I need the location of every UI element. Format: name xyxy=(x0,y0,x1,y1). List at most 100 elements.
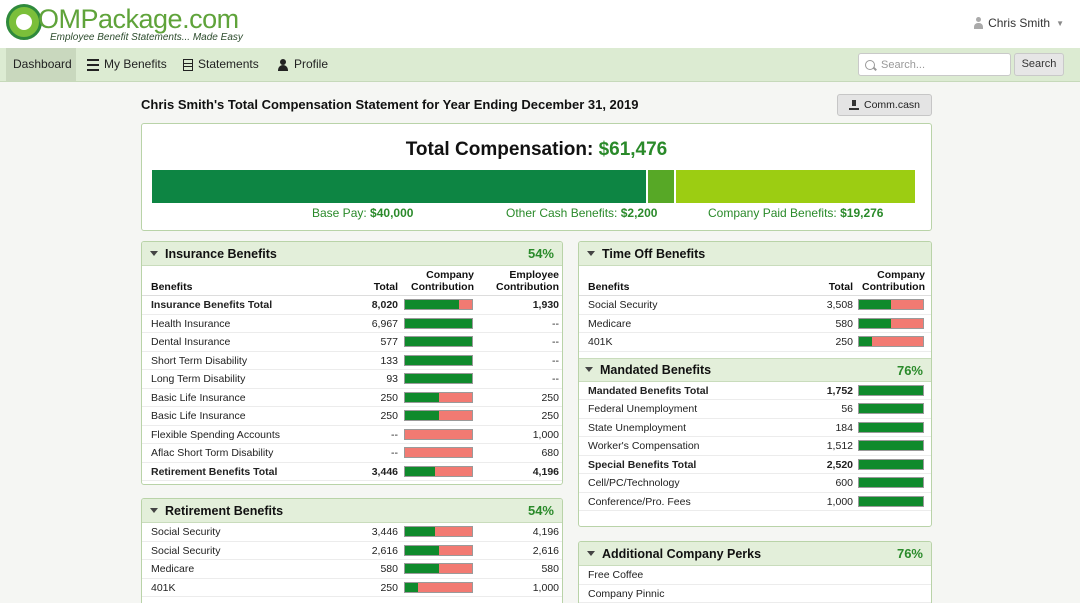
company-share-fill xyxy=(405,582,419,592)
company-share-fill xyxy=(405,527,436,536)
table-row[interactable]: Cell/PC/Technology 600 xyxy=(579,474,931,493)
nav-statements[interactable]: Statements xyxy=(176,48,266,81)
employee-contribution: 1,000 xyxy=(532,581,559,594)
caret-down-icon: ▼ xyxy=(1056,18,1064,28)
time-off-rows: Social Security 3,508 Medicare 580 401K 250 xyxy=(579,296,931,352)
table-row[interactable]: Medicare 580 580 xyxy=(142,560,562,579)
benefit-total: 250 xyxy=(835,336,853,348)
employee-share-fill xyxy=(435,527,472,536)
user-icon xyxy=(973,17,984,29)
benefit-name: Social Security xyxy=(151,526,221,538)
employee-share-fill xyxy=(891,300,923,309)
employee-share-fill xyxy=(438,411,472,420)
legend-base-pay: Base Pay: $40,000 xyxy=(312,206,413,220)
employee-share-fill xyxy=(438,545,472,555)
col-total: Total xyxy=(373,281,398,293)
company-perks-header[interactable]: Additional Company Perks 76% xyxy=(579,542,931,566)
table-row[interactable]: Conference/Pro. Fees 1,000 xyxy=(579,493,931,511)
benefit-total: 250 xyxy=(380,581,398,594)
download-button[interactable]: Comm.casn xyxy=(837,94,932,116)
company-share-fill xyxy=(405,564,439,573)
table-row[interactable]: Aflac Short Torm Disability -- 680 xyxy=(142,444,562,463)
user-menu[interactable]: Chris Smith ▼ xyxy=(973,16,1064,30)
table-row[interactable]: Health Insurance 6,967 -- xyxy=(142,315,562,333)
collapse-triangle-icon xyxy=(150,251,158,256)
employee-contribution: 250 xyxy=(541,391,559,404)
legend-base-pay-value: $40,000 xyxy=(370,206,414,220)
insurance-benefits-header[interactable]: Insurance Benefits 54% xyxy=(142,242,562,266)
contribution-bar xyxy=(858,421,924,433)
table-row[interactable]: Worker's Compensation 1,512 xyxy=(579,437,931,456)
col-company-line2: Contribution xyxy=(411,281,474,293)
employee-contribution: 2,616 xyxy=(532,544,559,557)
search-button[interactable]: Search xyxy=(1014,53,1064,76)
time-off-benefits-panel: Time Off Benefits Benefits Total Company… xyxy=(578,241,932,527)
total-compensation-heading: Total Compensation: $61,476 xyxy=(142,139,931,161)
benefit-name: Social Security xyxy=(588,299,658,311)
benefit-name: Federal Unemployment xyxy=(588,403,698,415)
time-off-benefits-header[interactable]: Time Off Benefits xyxy=(579,242,931,266)
search-input[interactable] xyxy=(881,58,1001,71)
nav-dashboard[interactable]: Dashboard xyxy=(6,48,76,81)
employee-contribution: 4,196 xyxy=(532,526,559,538)
download-icon xyxy=(848,100,859,110)
employee-contribution: 680 xyxy=(541,447,559,459)
table-row[interactable]: Insurance Benefits Total 8,020 1,930 xyxy=(142,296,562,315)
company-share-fill xyxy=(859,441,923,450)
contribution-bar xyxy=(404,354,473,366)
compensation-segment-1 xyxy=(152,170,649,203)
benefit-total: 8,020 xyxy=(371,299,398,311)
col-employee-line1: Employee xyxy=(509,269,559,281)
benefit-total: 6,967 xyxy=(371,317,398,330)
contribution-bar xyxy=(858,336,924,347)
table-row[interactable]: Short Term Disability 133 -- xyxy=(142,352,562,370)
table-row[interactable]: 401K 250 xyxy=(579,333,931,352)
mandated-benefits-header[interactable]: Mandated Benefits 76% xyxy=(579,357,931,382)
company-perks-title: Additional Company Perks xyxy=(602,546,762,561)
table-row[interactable]: State Unemployment 184 xyxy=(579,419,931,437)
benefit-total: 3,446 xyxy=(371,465,398,478)
company-share-fill xyxy=(859,478,923,487)
benefit-total: -- xyxy=(391,447,398,459)
table-row[interactable]: Long Term Disability 93 -- xyxy=(142,370,562,389)
total-label: Total Compensation: xyxy=(405,139,594,160)
legend-other-cash-label: Other Cash Benefits: xyxy=(506,206,618,220)
download-label: Comm.casn xyxy=(863,99,920,111)
nav-my-benefits[interactable]: My Benefits xyxy=(80,48,174,81)
table-row[interactable]: Basic Life Insurance 250 250 xyxy=(142,389,562,407)
table-row[interactable]: Federal Unemployment 56 xyxy=(579,400,931,419)
search-field[interactable] xyxy=(858,53,1011,76)
employee-share-fill xyxy=(458,300,472,309)
table-row[interactable]: 401K 250 1,000 xyxy=(142,579,562,597)
benefit-name: Retirement Benefits Total xyxy=(151,465,278,478)
legend-other-cash-value: $2,200 xyxy=(620,206,658,220)
user-name: Chris Smith xyxy=(988,16,1051,30)
nav-profile[interactable]: Profile xyxy=(270,48,335,81)
table-row[interactable]: Social Security 2,616 2,616 xyxy=(142,542,562,560)
table-row[interactable]: Social Security 3,508 xyxy=(579,296,931,315)
benefit-total: 580 xyxy=(380,563,398,575)
logo-mark-icon xyxy=(6,4,42,40)
legend-other-cash: Other Cash Benefits: $2,200 xyxy=(506,206,657,220)
retirement-benefits-header[interactable]: Retirement Benefits 54% xyxy=(142,499,562,523)
table-row[interactable]: Retirement Benefits Total 3,446 4,196 xyxy=(142,463,562,481)
employee-share-fill xyxy=(438,392,472,402)
benefit-name: Worker's Compensation xyxy=(588,440,700,452)
table-row[interactable]: Special Benefits Total 2,520 xyxy=(579,456,931,474)
table-row[interactable]: Flexible Spending Accounts -- 1,000 xyxy=(142,426,562,444)
contribution-bar xyxy=(858,458,924,470)
nav-dashboard-label: Dashboard xyxy=(13,57,72,71)
benefit-total: 3,508 xyxy=(826,299,853,311)
brand-logo[interactable]: OMPackage.com Employee Benefit Statement… xyxy=(6,4,243,44)
table-row[interactable]: Free Coffee xyxy=(579,566,931,585)
table-row[interactable]: Company Pinnic xyxy=(579,585,931,603)
benefit-name: Basic Life Insurance xyxy=(151,410,246,422)
employee-contribution: 250 xyxy=(541,410,559,422)
table-row[interactable]: Dental Insurance 577 -- xyxy=(142,333,562,352)
contribution-bar xyxy=(404,465,473,477)
benefit-name: Conference/Pro. Fees xyxy=(588,495,691,508)
table-row[interactable]: Basic Life Insurance 250 250 xyxy=(142,407,562,426)
table-row[interactable]: Mandated Benefits Total 1,752 xyxy=(579,382,931,400)
table-row[interactable]: Social Security 3,446 4,196 xyxy=(142,523,562,542)
table-row[interactable]: Medicare 580 xyxy=(579,315,931,333)
